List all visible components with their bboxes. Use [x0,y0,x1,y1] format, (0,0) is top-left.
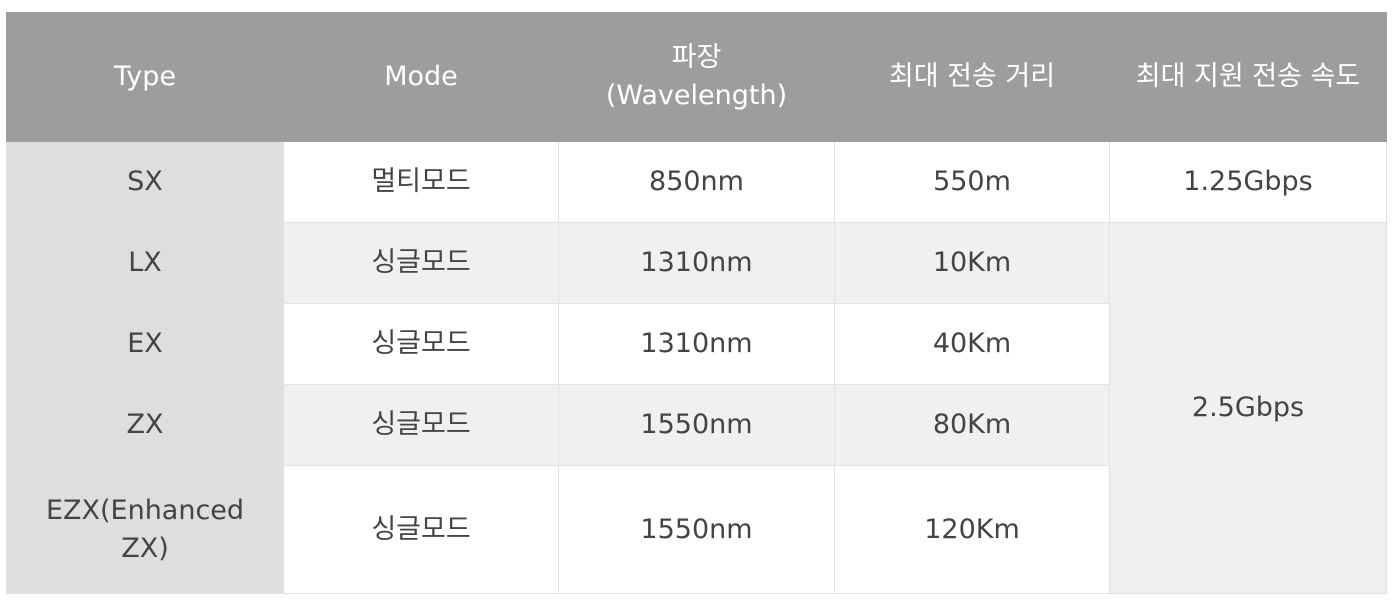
type-cell: SX [6,141,284,223]
header-cell: 최대 전송 거리 [834,12,1110,142]
header-cell: 파장 (Wavelength) [558,12,835,142]
row: EZX(Enhanced ZX) 싱글모드 1550nm 120Km [6,465,1387,594]
row: SX 멀티모드 850nm 550m 1.25Gbps [6,141,1387,223]
header-cell: Type [6,12,284,142]
mode-cell: 싱글모드 [283,303,559,385]
type-cell: LX [6,222,284,304]
distance-cell: 80Km [834,384,1110,466]
mode-cell: 싱글모드 [283,222,559,304]
row: EX 싱글모드 1310nm 40Km [6,303,1387,385]
type-cell: ZX [6,384,284,466]
row: ZX 싱글모드 1550nm 80Km [6,384,1387,466]
type-cell: EX [6,303,284,385]
distance-cell: 120Km [834,465,1110,594]
mode-cell: 싱글모드 [283,465,559,594]
spec-table: Type Mode 파장 (Wavelength) 최대 전송 거리 최대 지원… [6,12,1387,594]
wavelength-cell: 850nm [558,141,835,223]
wavelength-cell: 1310nm [558,222,835,304]
mode-cell: 싱글모드 [283,384,559,466]
type-cell: EZX(Enhanced ZX) [6,465,284,594]
speed-cell: 2.5Gbps [1109,222,1387,594]
wavelength-cell: 1310nm [558,303,835,385]
row: LX 싱글모드 1310nm 10Km 2.5Gbps [6,222,1387,594]
wavelength-cell: 1550nm [558,465,835,594]
wavelength-cell: 1550nm [558,384,835,466]
mode-cell: 멀티모드 [283,141,559,223]
distance-cell: 40Km [834,303,1110,385]
distance-cell: 550m [834,141,1110,223]
header-cell: Mode [283,12,559,142]
speed-cell: 1.25Gbps [1109,141,1387,223]
header-cell: 최대 지원 전송 속도 [1109,12,1387,142]
distance-cell: 10Km [834,222,1110,304]
header-row: Type Mode 파장 (Wavelength) 최대 전송 거리 최대 지원… [6,12,1387,142]
